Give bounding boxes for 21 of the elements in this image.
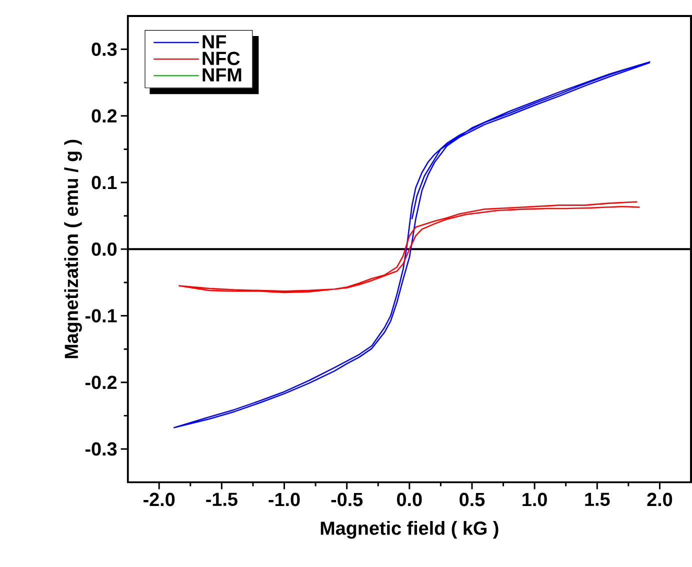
- y-tick-label: 0.3: [92, 42, 117, 56]
- x-tick-label: 2.0: [647, 492, 672, 506]
- y-tick-label: -0.3: [85, 442, 117, 456]
- x-tick-label: -1.5: [206, 492, 238, 506]
- legend-label: NF: [202, 35, 226, 48]
- x-tick-label: 0.0: [397, 492, 422, 506]
- legend-label: NFC: [202, 52, 240, 66]
- x-tick-label: 0.5: [460, 492, 485, 506]
- y-tick-label: 0.2: [92, 109, 117, 123]
- y-axis-title: Magnetization ( emu / g ): [64, 140, 82, 358]
- x-tick-label: -0.5: [331, 492, 363, 506]
- x-tick-label: -1.0: [268, 492, 300, 506]
- y-tick-label: -0.2: [85, 376, 117, 389]
- legend-label: NFM: [202, 68, 242, 82]
- x-tick-label: -2.0: [144, 492, 175, 506]
- x-axis-title: Magnetic field ( kG ): [320, 520, 498, 539]
- x-tick-label: 1.5: [585, 492, 610, 506]
- y-tick-label: -0.1: [85, 308, 117, 322]
- y-tick-label: 0.1: [92, 176, 117, 190]
- y-tick-label: 0.0: [92, 242, 117, 256]
- x-tick-label: 1.0: [522, 492, 547, 506]
